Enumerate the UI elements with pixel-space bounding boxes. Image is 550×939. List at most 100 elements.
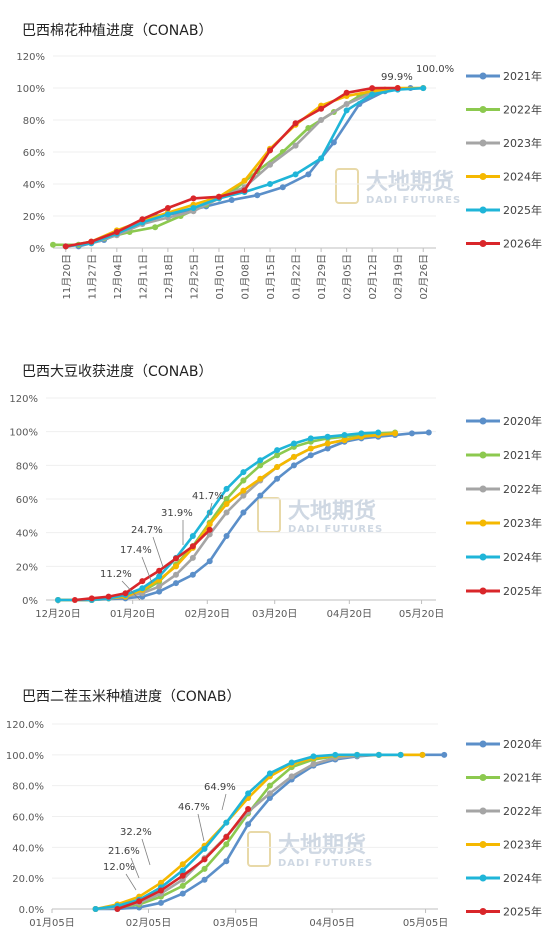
data-point [375,429,382,436]
x-tick-label: 02月20日 [185,608,230,620]
data-point [290,440,297,447]
x-tick-label: 12月20日 [35,608,80,620]
y-tick-label: 20% [23,212,45,223]
data-point [420,85,427,92]
data-point [164,205,171,211]
x-tick-label: 01月29日 [316,254,328,299]
data-point [223,858,230,865]
data-point [122,590,129,597]
data-point [179,867,186,874]
data-point [332,751,339,758]
legend-marker [479,807,487,815]
data-point [223,841,230,848]
data-point [240,469,247,476]
x-tick-label: 02月12日 [367,254,379,299]
data-point [343,89,350,96]
data-point [257,462,264,469]
data-point [152,224,159,231]
data-point [266,790,273,797]
legend-item: 2026年 [466,237,542,251]
data-label: 11.2% [100,569,132,580]
data-point [179,890,186,897]
data-label: 31.9% [161,508,193,519]
data-point [324,433,331,440]
data-point [190,195,197,202]
x-tick-label: 02月05日 [342,254,354,299]
data-point [241,187,248,194]
data-label: 100.0% [416,64,454,75]
series-2026年 [62,85,401,250]
data-point [266,795,273,801]
legend-marker [479,139,487,147]
y-tick-label: 60% [23,148,45,159]
data-point [369,85,376,92]
data-point [324,445,331,452]
x-tick-label: 04月20日 [327,608,372,620]
data-point [189,571,196,578]
data-point [139,578,146,585]
data-point [274,464,281,471]
chart-panel-cotton: 巴西棉花种植进度（CONAB） 大地期货 DADI FUTURES 0% 20% 40%… [0,0,550,340]
legend-marker [479,774,487,781]
data-label: 12.0% [103,862,135,873]
data-point [292,142,299,149]
annotation-leader [221,793,227,811]
chart-title: 巴西棉花种植进度（CONAB） [22,23,213,39]
logo-mark-icon [247,831,271,867]
series-2024年 [92,751,404,912]
legend-item: 2024年 [466,550,542,564]
data-point [88,238,95,245]
x-tick-label: 01月01日 [214,254,226,299]
data-point [189,554,196,561]
data-point [274,475,281,482]
data-point [190,205,197,211]
annotation-leader [152,536,164,568]
legend-item: 2025年 [466,203,542,217]
data-point [223,509,230,516]
data-point [62,243,69,250]
data-point [223,485,230,492]
data-point [288,759,295,766]
series-line [65,86,424,248]
legend-item: 2023年 [466,516,542,530]
watermark-en: DADI FUTURES [288,524,383,535]
x-tick-label: 12月11日 [137,254,149,299]
legend-label: 2021年 [503,448,542,462]
data-point [241,177,248,184]
logo-mark-icon [257,497,281,533]
data-point [318,105,325,112]
legend-item: 2021年 [466,771,542,785]
data-label: 64.9% [204,782,236,793]
annotation-leader [141,556,153,584]
series-line [65,86,424,248]
data-point [318,155,325,162]
data-point [55,597,62,603]
series-2025年 [62,85,427,250]
y-tick-label: 120% [9,394,38,405]
legend-item: 2024年 [466,170,542,184]
data-point [223,819,230,826]
data-point [307,445,314,452]
data-point [136,898,143,905]
legend-marker [479,587,487,595]
data-point [228,197,235,203]
x-tick-label: 02月19日 [393,254,405,299]
data-point [223,501,230,508]
data-point [266,782,273,789]
x-tick-label: 04月05日 [309,917,354,929]
data-point [223,533,230,540]
legend-marker [479,417,487,425]
data-point [290,453,297,460]
legend-item: 2020年 [466,737,542,751]
data-point [266,770,273,777]
data-point [419,751,426,758]
data-point [179,872,186,879]
y-tick-label: 60% [16,495,38,506]
data-point [173,580,179,587]
y-tick-label: 0% [22,596,38,607]
legend-marker [479,553,487,561]
legend-item: 2024年 [466,871,542,885]
legend-item: 2023年 [466,838,542,852]
legend-item: 2022年 [466,804,542,818]
